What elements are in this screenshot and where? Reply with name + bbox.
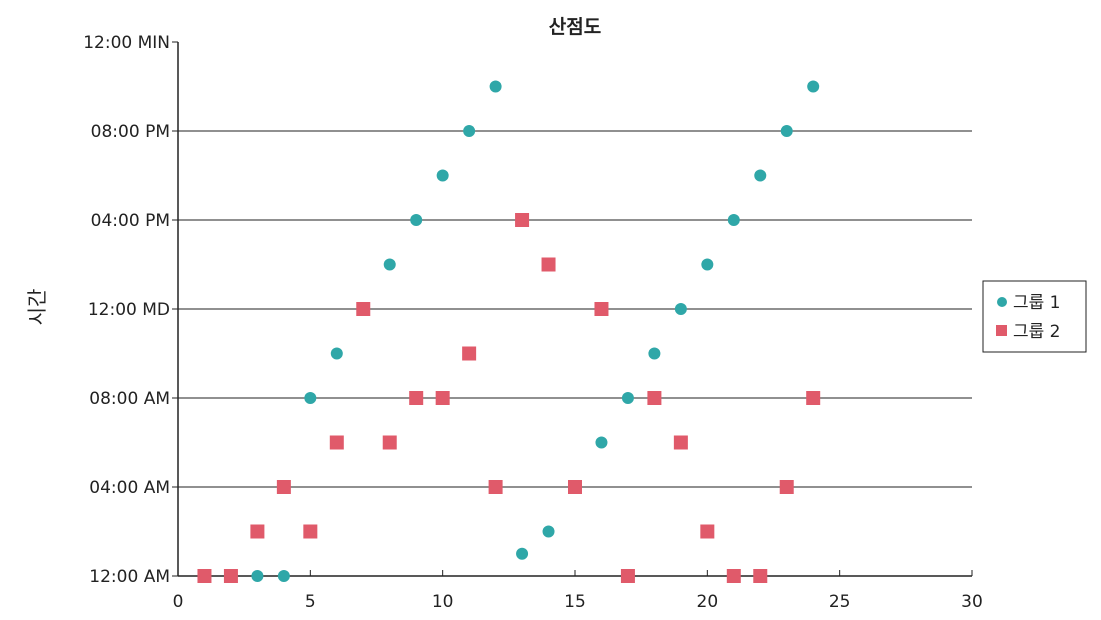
chart-title: 산점도 [549,16,601,38]
point-series-2 [779,480,794,494]
series-2 [197,213,821,583]
point-series-2 [356,302,371,316]
y-axis-tick-labels: 12:00 AM 04:00 AM 08:00 AM 12:00 MD 04:00 PM… [83,33,170,587]
point-series-1 [754,169,767,182]
legend-label-series-2: 그룹 2 [1013,322,1061,342]
series-1 [251,80,820,582]
point-series-1 [463,125,476,137]
x-tick-label: 30 [961,592,983,612]
y-axis-title: 시간 [25,289,49,326]
point-series-2 [568,480,582,494]
point-series-2 [620,569,635,583]
point-series-1 [410,214,423,226]
legend-marker-series-1 [997,297,1007,307]
y-tick-label: 04:00 AM [89,478,170,498]
point-series-2 [726,569,741,583]
legend-label-series-1: 그룹 1 [1013,293,1061,313]
point-series-2 [250,524,265,539]
point-series-2 [197,569,212,583]
point-series-2 [223,569,238,583]
point-series-1 [542,525,555,538]
point-series-1 [383,258,396,271]
x-axis-tick-labels: 0 5 10 15 20 25 30 [173,592,983,612]
point-series-2 [594,302,609,316]
point-series-1 [304,392,317,404]
x-tick-label: 0 [173,592,184,612]
x-tick-label: 10 [432,592,454,612]
y-tick-label: 08:00 PM [91,122,170,142]
point-series-1 [595,436,608,449]
y-tick-label: 12:00 AM [89,567,170,587]
x-tick-label: 20 [697,592,719,612]
point-series-2 [488,480,503,494]
point-series-2 [435,391,450,405]
point-series-1 [251,570,264,582]
point-series-1 [674,303,687,315]
point-series-2 [329,435,344,450]
y-tick-label: 12:00 MD [88,300,170,320]
point-series-2 [753,569,768,583]
point-series-1 [330,347,343,360]
point-series-2 [515,213,530,227]
point-series-1 [277,570,290,582]
point-series-2 [647,391,662,405]
y-tick-label: 08:00 AM [89,389,170,409]
axes [172,41,973,577]
x-tick-label: 25 [829,592,851,612]
point-series-1 [516,547,529,560]
point-series-2 [541,257,556,272]
legend-marker-series-2 [996,325,1007,336]
point-series-1 [621,392,634,404]
point-series-2 [806,391,821,405]
point-series-2 [700,524,715,539]
point-series-1 [780,125,793,137]
point-series-1 [648,347,661,360]
point-series-2 [409,391,424,405]
y-tick-label: 04:00 PM [91,211,170,231]
data-points [197,80,821,583]
point-series-1 [701,258,714,271]
y-tick-label: 12:00 MIN [83,33,170,53]
x-tick-label: 5 [305,592,316,612]
point-series-2 [382,435,397,450]
point-series-2 [673,435,688,450]
point-series-2 [462,346,477,361]
x-tick-label: 15 [564,592,586,612]
point-series-1 [727,214,740,226]
legend: 그룹 1 그룹 2 [982,280,1087,353]
legend-box [982,280,1087,353]
grid-lines [178,130,972,488]
point-series-2 [303,524,318,539]
point-series-1 [807,80,820,93]
point-series-1 [489,80,502,93]
point-series-1 [436,169,449,182]
point-series-2 [276,480,291,494]
